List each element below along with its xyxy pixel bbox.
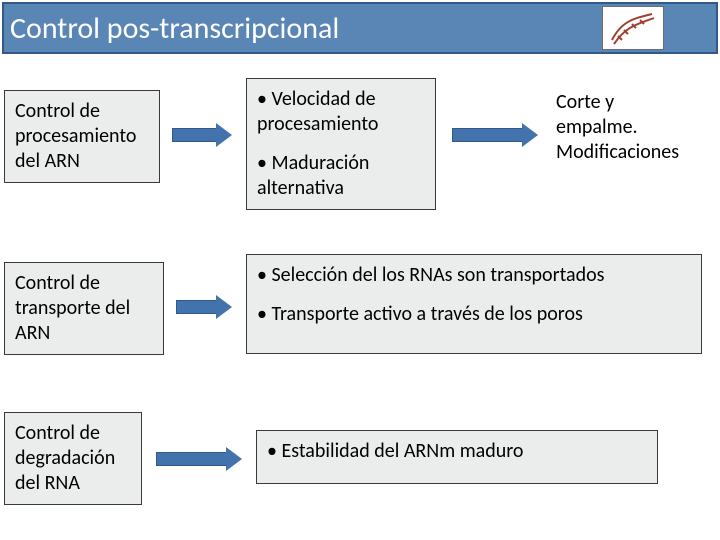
box-procesamiento-details: Velocidad de procesamiento Maduración alt…	[246, 78, 436, 210]
bullet-item: Selección del los RNAs son transportados	[257, 263, 691, 288]
text-line: Corte y	[556, 90, 679, 115]
text-line: del RNA	[15, 471, 131, 496]
arrow-4	[156, 450, 242, 468]
text-line: degradación	[15, 446, 131, 471]
box-procesamiento: Control deprocesamientodel ARN	[4, 90, 160, 183]
box-degradacion-details: Estabilidad del ARNm maduro	[256, 430, 658, 484]
box-transporte-details: Selección del los RNAs son transportados…	[246, 254, 702, 354]
bullet-item: Transporte activo a través de los poros	[257, 302, 691, 327]
page-title: Control pos-transcripcional	[4, 10, 339, 47]
bullet-list: Selección del los RNAs son transportados…	[257, 263, 691, 327]
text-line: procesamiento	[15, 124, 149, 149]
text-line: Control de	[15, 421, 131, 446]
text-line: empalme.	[556, 115, 679, 140]
arrow-3	[176, 298, 232, 316]
side-text-corte-empalme: Corte yempalme.Modificaciones	[556, 90, 679, 165]
dna-icon	[602, 6, 664, 50]
text-line: transporte del	[15, 296, 153, 321]
box-transporte: Control detransporte delARN	[4, 262, 164, 355]
box-degradacion: Control dedegradacióndel RNA	[4, 412, 142, 505]
text-line: del ARN	[15, 149, 149, 174]
bullet-list: Velocidad de procesamiento Maduración alt…	[257, 87, 425, 201]
bullet-item: Estabilidad del ARNm maduro	[267, 439, 647, 464]
arrow-2	[452, 126, 538, 144]
bullet-item: Maduración alternativa	[257, 151, 425, 201]
text-line: Control de	[15, 271, 153, 296]
bullet-item: Velocidad de procesamiento	[257, 87, 425, 137]
arrow-1	[172, 126, 232, 144]
text-line: Control de	[15, 99, 149, 124]
bullet-list: Estabilidad del ARNm maduro	[267, 439, 647, 464]
text-line: Modificaciones	[556, 140, 679, 165]
text-line: ARN	[15, 321, 153, 346]
